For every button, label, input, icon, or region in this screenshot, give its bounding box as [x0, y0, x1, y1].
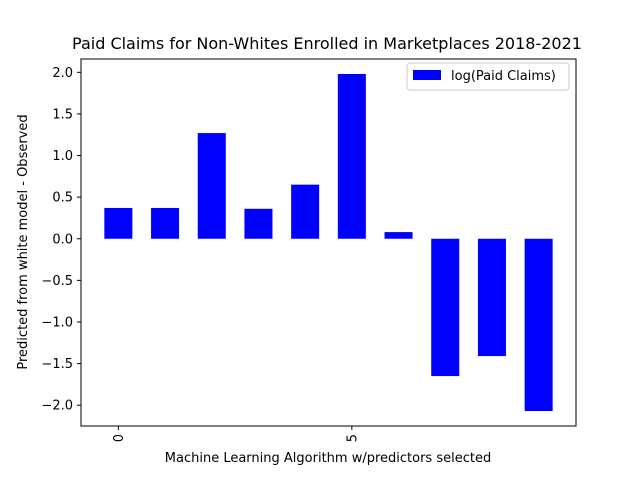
y-tick-label: 1.5: [52, 107, 73, 122]
bar-6: [384, 232, 413, 239]
y-tick-label: 0.0: [52, 232, 73, 247]
y-tick-label: 0.5: [52, 191, 73, 206]
y-tick-label: −1.0: [41, 315, 73, 330]
plot-frame: [80, 58, 577, 427]
y-axis-label: Predicted from white model - Observed: [16, 114, 31, 369]
y-tick-label: −2.0: [41, 399, 73, 414]
bar-3: [244, 208, 273, 239]
legend-box: [406, 62, 570, 91]
chart-title: Paid Claims for Non-Whites Enrolled in M…: [72, 34, 582, 53]
bar-5: [337, 73, 366, 239]
y-tick-label: −0.5: [41, 274, 73, 289]
y-tick-label: −1.5: [41, 357, 73, 372]
x-tick-label: 5: [345, 434, 360, 442]
legend: log(Paid Claims): [406, 62, 570, 91]
bars: [104, 73, 553, 412]
y-axis-ticks: −2.0 −1.5 −1.0 −0.5 0.0 0.5 1.0 1.5 2.0: [41, 66, 81, 414]
y-tick-label: 2.0: [52, 66, 73, 81]
bar-1: [151, 207, 180, 239]
legend-swatch: [413, 70, 441, 80]
legend-label: log(Paid Claims): [451, 69, 556, 84]
x-axis-label: Machine Learning Algorithm w/predictors …: [165, 451, 491, 466]
bar-7: [431, 238, 460, 377]
bar-8: [477, 238, 506, 357]
bar-9: [524, 238, 553, 412]
bar-2: [197, 133, 226, 239]
bar-4: [291, 184, 320, 239]
x-tick-label: 0: [112, 434, 127, 442]
y-tick-label: 1.0: [52, 149, 73, 164]
bar-0: [104, 207, 133, 239]
